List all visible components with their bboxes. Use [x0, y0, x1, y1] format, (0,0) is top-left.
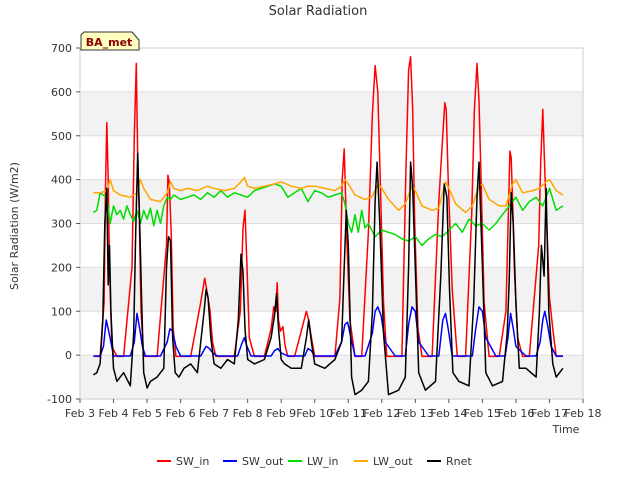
x-tick-label: Feb 10	[296, 407, 333, 420]
x-tick-label: Feb 13	[397, 407, 434, 420]
legend-label: SW_out	[242, 455, 284, 468]
y-axis-label: Solar Radiation (W/m2)	[8, 162, 21, 290]
y-tick-label: 500	[51, 130, 72, 143]
y-tick-label: -100	[47, 393, 72, 406]
legend-item-lw-in: LW_in	[288, 455, 339, 468]
series-lines	[92, 56, 564, 396]
x-tick-label: Feb 8	[233, 407, 263, 420]
x-tick-label: Feb 15	[464, 407, 501, 420]
legend-label: SW_in	[176, 455, 209, 468]
x-tick-label: Feb 16	[497, 407, 534, 420]
legend-label: Rnet	[446, 455, 472, 468]
legend-item-sw-out: SW_out	[223, 455, 284, 468]
grid-bands	[80, 48, 583, 399]
legend-label: LW_in	[307, 455, 339, 468]
y-axis-ticks: -100 0 100 200 300 400 500 600 700	[47, 42, 80, 406]
grid-band	[80, 223, 583, 268]
grid-band	[80, 48, 583, 92]
annotation-badge: BA_met	[80, 31, 140, 51]
x-tick-label: Feb 5	[132, 407, 162, 420]
x-tick-label: Feb 3	[65, 407, 95, 420]
y-tick-label: 600	[51, 86, 72, 99]
x-axis-ticks: Feb 3 Feb 4 Feb 5 Feb 6 Feb 7 Feb 8 Feb 9 Feb 1…	[65, 399, 601, 420]
y-tick-label: 700	[51, 42, 72, 55]
x-tick-label: Feb 18	[565, 407, 602, 420]
y-tick-label: 100	[51, 305, 72, 318]
series-line-rnet	[92, 152, 564, 396]
y-tick-label: 200	[51, 261, 72, 274]
chart-title: Solar Radiation	[269, 4, 368, 19]
annotation-text: BA_met	[86, 36, 133, 49]
grid-band	[80, 135, 583, 180]
series-line-lw-out	[93, 176, 564, 214]
series-line-sw-out	[93, 306, 563, 357]
series-line-lw-in	[92, 183, 564, 247]
legend: SW_in SW_out LW_in LW_out Rnet	[157, 455, 472, 468]
x-tick-label: Feb 12	[363, 407, 400, 420]
x-tick-label: Feb 14	[430, 407, 467, 420]
x-tick-label: Feb 9	[266, 407, 296, 420]
x-axis-label: Time	[552, 423, 580, 436]
x-tick-label: Feb 4	[99, 407, 129, 420]
legend-item-sw-in: SW_in	[157, 455, 209, 468]
grid-band	[80, 179, 583, 224]
y-tick-label: 300	[51, 218, 72, 231]
grid-band	[80, 91, 583, 136]
x-tick-label: Feb 17	[531, 407, 568, 420]
legend-item-rnet: Rnet	[427, 455, 472, 468]
legend-item-lw-out: LW_out	[354, 455, 413, 468]
legend-label: LW_out	[373, 455, 413, 468]
y-tick-label: 0	[65, 349, 72, 362]
x-tick-label: Feb 11	[330, 407, 367, 420]
x-tick-label: Feb 6	[166, 407, 196, 420]
x-tick-label: Feb 7	[199, 407, 229, 420]
y-tick-label: 400	[51, 174, 72, 187]
